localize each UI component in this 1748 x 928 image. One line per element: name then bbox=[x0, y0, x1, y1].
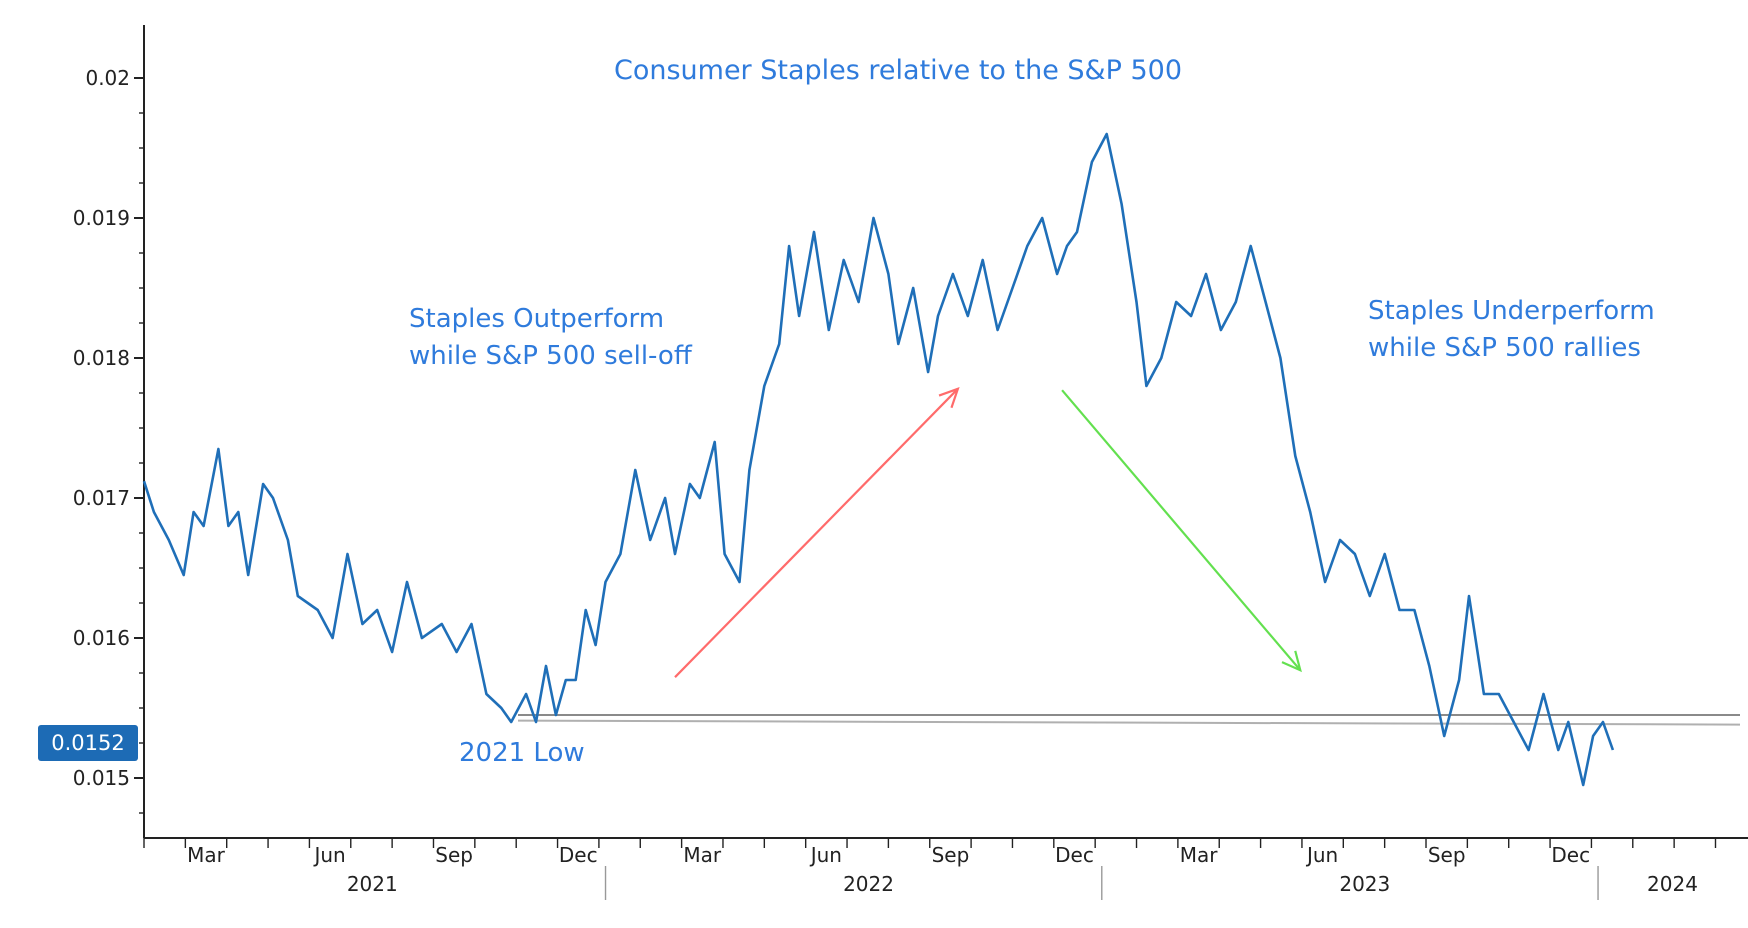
annotation-underperform: Staples Underperform while S&P 500 ralli… bbox=[1368, 293, 1655, 367]
y-tick-label: 0.015 bbox=[73, 766, 130, 790]
annotation-underperform-line1: Staples Underperform bbox=[1368, 296, 1655, 326]
y-tick-label: 0.018 bbox=[73, 346, 130, 370]
x-tick-label: Dec bbox=[1055, 843, 1094, 867]
y-axis-ticks: 0.02 0.019 0.018 0.017 0.016 0.015 bbox=[73, 66, 144, 814]
x-year-label: 2024 bbox=[1647, 872, 1698, 896]
support-line bbox=[517, 719, 1741, 726]
trend-arrow-head bbox=[938, 386, 960, 409]
trend-arrow-head bbox=[1281, 650, 1302, 673]
y-tick-label: 0.016 bbox=[73, 626, 130, 650]
trend-arrows bbox=[674, 386, 1302, 678]
x-year-label: 2021 bbox=[347, 872, 398, 896]
x-axis-ticks: Mar Jun Sep Dec Mar Jun Sep Dec Mar Jun Sep Dec 2021… bbox=[143, 838, 1717, 900]
x-year-label: 2023 bbox=[1339, 872, 1390, 896]
y-tick-label: 0.017 bbox=[73, 486, 130, 510]
x-tick-label: Sep bbox=[932, 843, 970, 867]
y-tick-label: 0.02 bbox=[85, 66, 130, 90]
x-tick-label: Mar bbox=[187, 843, 226, 867]
x-tick-label: Sep bbox=[435, 843, 473, 867]
last-value-badge: 0.0152 bbox=[38, 725, 138, 761]
annotation-outperform-line1: Staples Outperform bbox=[409, 304, 665, 334]
x-tick-label: Jun bbox=[1305, 843, 1338, 867]
series-line bbox=[142, 132, 1615, 787]
x-tick-label: Sep bbox=[1428, 843, 1466, 867]
x-tick-label: Dec bbox=[1551, 843, 1590, 867]
x-year-label: 2022 bbox=[843, 872, 894, 896]
annotation-2021-low: 2021 Low bbox=[459, 738, 585, 768]
y-tick-label: 0.019 bbox=[73, 206, 130, 230]
annotation-outperform: Staples Outperform while S&P 500 sell-of… bbox=[409, 301, 692, 375]
annotation-outperform-line2: while S&P 500 sell-off bbox=[409, 341, 692, 371]
series-lines bbox=[142, 132, 1615, 787]
x-tick-label: Dec bbox=[559, 843, 598, 867]
x-tick-label: Jun bbox=[312, 843, 345, 867]
annotation-underperform-line2: while S&P 500 rallies bbox=[1368, 333, 1641, 363]
support-lines bbox=[517, 714, 1741, 726]
x-tick-label: Jun bbox=[809, 843, 842, 867]
chart-title: Consumer Staples relative to the S&P 500 bbox=[614, 55, 1182, 86]
x-tick-label: Mar bbox=[1180, 843, 1219, 867]
x-tick-label: Mar bbox=[683, 843, 722, 867]
trend-arrow-shaft bbox=[1061, 389, 1302, 671]
trend-arrow-shaft bbox=[674, 388, 959, 678]
